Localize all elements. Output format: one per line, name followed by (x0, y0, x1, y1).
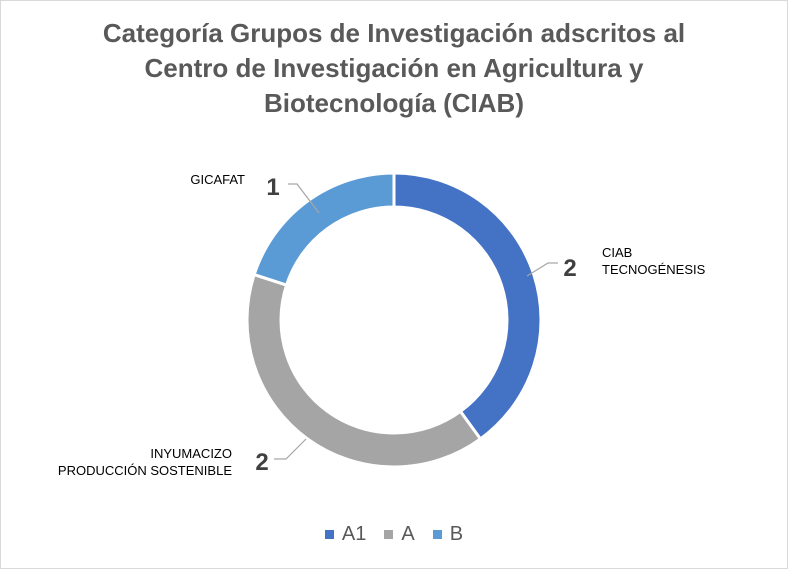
chart-legend: A1 A B (0, 523, 788, 546)
data-label-category-a1: CIAB TECNOGÉNESIS (602, 245, 706, 277)
data-label-category-a: INYUMACIZO PRODUCCIÓN SOSTENIBLE (58, 446, 232, 478)
data-label-value-a1: 2 (563, 255, 576, 282)
legend-label-a1: A1 (341, 523, 367, 545)
legend-label-b: B (449, 523, 464, 545)
data-label-value-b: 1 (266, 174, 279, 201)
leader-line-a (274, 438, 307, 460)
donut-slice-a (245, 272, 483, 469)
data-label-category-b: GICAFAT (190, 172, 245, 187)
legend-item-a: A (384, 523, 415, 546)
legend-swatch-a (384, 530, 394, 539)
legend-item-b: B (432, 523, 464, 546)
legend-item-a1: A1 (324, 523, 367, 546)
data-label-value-a: 2 (255, 449, 268, 476)
leader-line-a1 (526, 262, 558, 277)
leader-line-b (288, 183, 320, 214)
donut-slice-a1 (392, 171, 543, 442)
legend-swatch-a1 (324, 530, 334, 539)
legend-swatch-b (432, 530, 442, 539)
chart-title: Categoría Grupos de Investigación adscri… (102, 18, 686, 118)
donut-slice-b (252, 171, 396, 287)
legend-label-a: A (401, 523, 415, 545)
